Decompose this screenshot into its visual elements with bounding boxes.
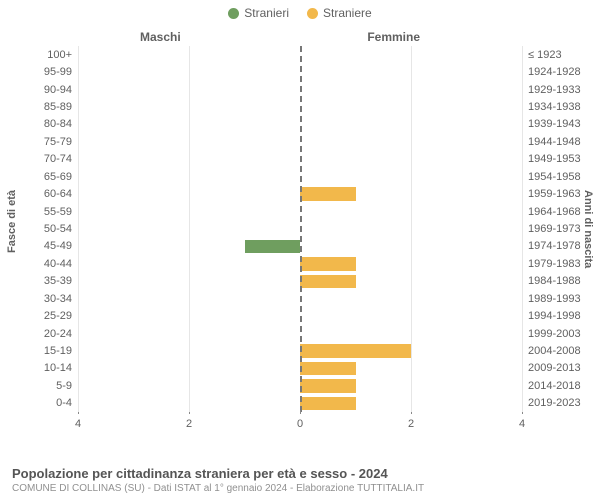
y-tick-age: 55-59 bbox=[44, 206, 78, 218]
legend: Stranieri Straniere bbox=[0, 6, 600, 20]
bar-female bbox=[300, 362, 356, 375]
y-tick-age: 40-44 bbox=[44, 258, 78, 270]
bar-female bbox=[300, 344, 411, 357]
y-tick-birth: 1934-1938 bbox=[522, 101, 581, 113]
y-tick-birth: 1949-1953 bbox=[522, 153, 581, 165]
gridline bbox=[522, 46, 523, 412]
y-tick-age: 45-49 bbox=[44, 240, 78, 252]
y-tick-birth: 1944-1948 bbox=[522, 136, 581, 148]
x-tick-label: 0 bbox=[297, 418, 303, 430]
x-tick-marks bbox=[78, 410, 522, 414]
x-tick-label: 2 bbox=[186, 418, 192, 430]
y-tick-birth: 2019-2023 bbox=[522, 397, 581, 409]
x-tick-label: 4 bbox=[519, 418, 525, 430]
y-tick-age: 25-29 bbox=[44, 310, 78, 322]
center-divider bbox=[300, 46, 302, 412]
y-tick-age: 90-94 bbox=[44, 84, 78, 96]
y-tick-age: 20-24 bbox=[44, 328, 78, 340]
bar-female bbox=[300, 397, 356, 410]
y-tick-age: 75-79 bbox=[44, 136, 78, 148]
y-tick-birth: 1994-1998 bbox=[522, 310, 581, 322]
bar-male bbox=[245, 240, 301, 253]
legend-item-male: Stranieri bbox=[228, 6, 289, 20]
y-tick-birth: 1954-1958 bbox=[522, 171, 581, 183]
y-tick-birth: 1964-1968 bbox=[522, 206, 581, 218]
y-tick-birth: 1959-1963 bbox=[522, 188, 581, 200]
y-tick-age: 80-84 bbox=[44, 118, 78, 130]
bar-female bbox=[300, 187, 356, 200]
y-tick-age: 70-74 bbox=[44, 153, 78, 165]
gridline bbox=[411, 46, 412, 412]
y-tick-birth: 2004-2008 bbox=[522, 345, 581, 357]
y-tick-birth: ≤ 1923 bbox=[522, 49, 562, 61]
y-tick-age: 100+ bbox=[47, 49, 78, 61]
y-tick-age: 95-99 bbox=[44, 66, 78, 78]
y-axis-title-right: Anni di nascita bbox=[582, 190, 594, 268]
y-tick-age: 15-19 bbox=[44, 345, 78, 357]
gridline bbox=[189, 46, 190, 412]
y-tick-birth: 1924-1928 bbox=[522, 66, 581, 78]
x-tick-label: 2 bbox=[408, 418, 414, 430]
y-tick-birth: 1939-1943 bbox=[522, 118, 581, 130]
legend-item-female: Straniere bbox=[307, 6, 372, 20]
chart-subtitle: COMUNE DI COLLINAS (SU) - Dati ISTAT al … bbox=[12, 483, 588, 494]
y-tick-age: 85-89 bbox=[44, 101, 78, 113]
y-tick-birth: 2009-2013 bbox=[522, 362, 581, 374]
y-tick-age: 60-64 bbox=[44, 188, 78, 200]
y-tick-birth: 1979-1983 bbox=[522, 258, 581, 270]
x-tick-label: 4 bbox=[75, 418, 81, 430]
section-title-male: Maschi bbox=[140, 30, 181, 44]
y-tick-age: 5-9 bbox=[56, 380, 78, 392]
y-tick-age: 35-39 bbox=[44, 275, 78, 287]
legend-swatch-female bbox=[307, 8, 318, 19]
section-title-female: Femmine bbox=[367, 30, 420, 44]
y-tick-birth: 1929-1933 bbox=[522, 84, 581, 96]
y-tick-birth: 1989-1993 bbox=[522, 293, 581, 305]
legend-label-male: Stranieri bbox=[244, 6, 289, 20]
y-tick-age: 10-14 bbox=[44, 362, 78, 374]
plot-area: 100+≤ 192395-991924-192890-941929-193385… bbox=[78, 46, 522, 434]
bar-female bbox=[300, 379, 356, 392]
gridline bbox=[78, 46, 79, 412]
chart-title: Popolazione per cittadinanza straniera p… bbox=[12, 466, 588, 481]
x-tick bbox=[300, 410, 301, 414]
y-tick-age: 0-4 bbox=[56, 397, 78, 409]
population-pyramid-chart: Stranieri Straniere Maschi Femmine Fasce… bbox=[0, 0, 600, 500]
y-tick-age: 65-69 bbox=[44, 171, 78, 183]
legend-swatch-male bbox=[228, 8, 239, 19]
bar-female bbox=[300, 275, 356, 288]
y-tick-birth: 2014-2018 bbox=[522, 380, 581, 392]
chart-footer: Popolazione per cittadinanza straniera p… bbox=[12, 466, 588, 494]
y-axis-title-left: Fasce di età bbox=[6, 190, 18, 253]
y-tick-birth: 1999-2003 bbox=[522, 328, 581, 340]
legend-label-female: Straniere bbox=[323, 6, 372, 20]
y-tick-birth: 1984-1988 bbox=[522, 275, 581, 287]
y-tick-age: 30-34 bbox=[44, 293, 78, 305]
y-tick-birth: 1974-1978 bbox=[522, 240, 581, 252]
bar-female bbox=[300, 257, 356, 270]
y-tick-birth: 1969-1973 bbox=[522, 223, 581, 235]
y-tick-age: 50-54 bbox=[44, 223, 78, 235]
